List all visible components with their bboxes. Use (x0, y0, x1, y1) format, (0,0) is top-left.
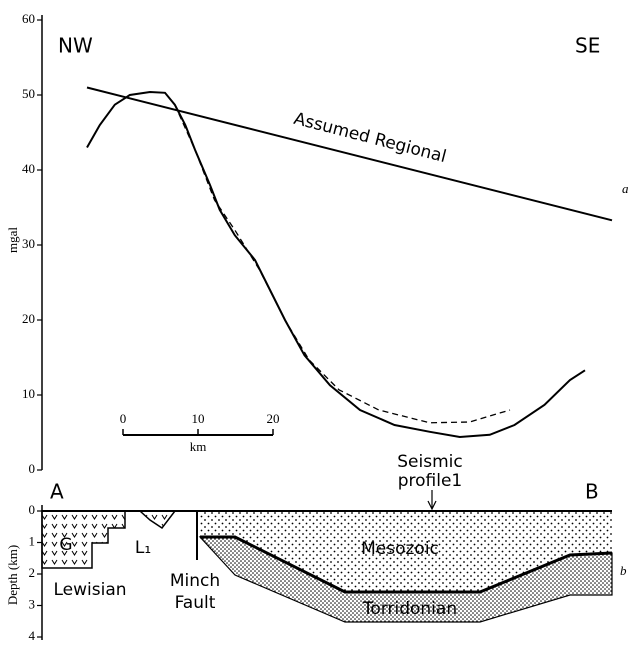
gravity-line (174, 104, 511, 424)
panel-label: a (622, 181, 628, 196)
annotation: Mesozoic (361, 539, 439, 559)
boundary (200, 535, 613, 594)
gravity-panel: mgal NW SE a Assumed Regional 0102030405… (5, 11, 628, 476)
mesozoic (200, 511, 612, 592)
end-label: B (585, 480, 599, 504)
section-panel: Depth (km) A B b Seismic profile1 Mesozo… (5, 452, 627, 643)
corner-label: NW (58, 34, 93, 58)
y-tick-label: 30 (22, 236, 35, 251)
scale-label: 10 (192, 411, 205, 426)
annotation: profile1 (398, 471, 463, 491)
gravity-line (86, 90, 586, 439)
corner-label: SE (575, 34, 600, 58)
y-tick-label: 3 (29, 596, 36, 611)
scale-label: 20 (267, 411, 280, 426)
y-tick-label: 60 (22, 11, 35, 26)
annotation: Minch (170, 571, 220, 591)
y-axis-label: mgal (5, 227, 20, 253)
y-tick-label: 40 (22, 161, 35, 176)
annotation: Seismic (397, 452, 462, 472)
annotation: Lewisian (53, 580, 126, 600)
y-tick-label: 10 (22, 386, 35, 401)
y-tick-label: 0 (29, 461, 36, 476)
annotation: L₁ (135, 538, 151, 558)
annotation: Torridonian (362, 599, 457, 619)
y-tick-label: 2 (29, 565, 36, 580)
scale-unit: km (190, 439, 207, 454)
gravity-line (86, 86, 613, 222)
y-tick-label: 4 (29, 628, 36, 643)
l1-block (138, 510, 177, 530)
y-tick-label: 50 (22, 86, 35, 101)
scale-label: 0 (120, 411, 127, 426)
y-tick-label: 20 (22, 311, 35, 326)
y-tick-label: 1 (29, 533, 36, 548)
y-axis-label: Depth (km) (5, 545, 20, 605)
arrow-head (427, 500, 437, 511)
annotation: Fault (175, 593, 216, 613)
panel-label: b (620, 563, 627, 578)
annotation: G (59, 535, 72, 555)
granite-block (41, 510, 126, 569)
y-tick-label: 0 (29, 502, 36, 517)
end-label: A (50, 480, 64, 504)
